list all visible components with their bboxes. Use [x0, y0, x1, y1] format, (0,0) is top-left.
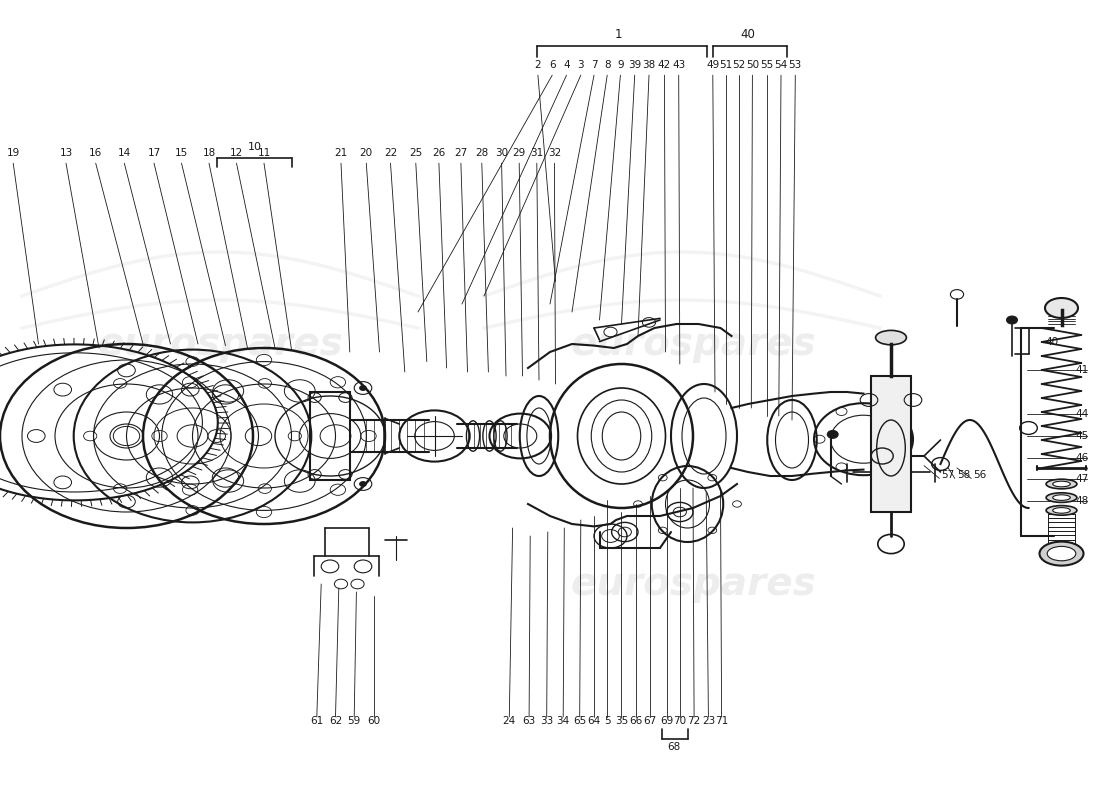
Text: 56: 56 [974, 470, 987, 480]
Ellipse shape [1047, 546, 1076, 561]
Text: 14: 14 [118, 149, 131, 158]
Text: 4: 4 [563, 60, 570, 70]
Text: 66: 66 [629, 717, 642, 726]
Text: 67: 67 [644, 717, 657, 726]
Circle shape [827, 430, 838, 438]
Text: 58: 58 [957, 470, 970, 480]
Text: 68: 68 [668, 742, 681, 752]
Text: 18: 18 [202, 149, 216, 158]
Text: 24: 24 [503, 717, 516, 726]
Bar [310, 392, 350, 480]
Text: 33: 33 [540, 717, 553, 726]
Text: 8: 8 [604, 60, 611, 70]
Text: 13: 13 [59, 149, 73, 158]
Text: 70: 70 [673, 717, 686, 726]
Text: 38: 38 [642, 60, 656, 70]
Ellipse shape [1046, 493, 1077, 502]
Text: 41: 41 [1076, 365, 1089, 374]
Circle shape [1006, 316, 1018, 324]
Text: 26: 26 [432, 149, 446, 158]
Bar [871, 376, 911, 512]
Text: eurospares: eurospares [97, 325, 343, 363]
Text: 62: 62 [329, 717, 342, 726]
Text: 49: 49 [706, 60, 719, 70]
Ellipse shape [1040, 542, 1084, 566]
Text: 6: 6 [549, 60, 556, 70]
Text: 29: 29 [513, 149, 526, 158]
Text: 71: 71 [715, 717, 728, 726]
Text: 72: 72 [688, 717, 701, 726]
Text: 46: 46 [1076, 453, 1089, 462]
Text: eurospares: eurospares [570, 325, 816, 363]
Text: 60: 60 [367, 717, 381, 726]
Text: 36: 36 [898, 398, 911, 408]
Text: 43: 43 [672, 60, 685, 70]
Text: 17: 17 [147, 149, 161, 158]
Text: 52: 52 [733, 60, 746, 70]
Text: 40: 40 [1045, 337, 1058, 346]
Text: 15: 15 [175, 149, 188, 158]
Text: 51: 51 [719, 60, 733, 70]
Text: 19: 19 [7, 149, 20, 158]
Circle shape [360, 482, 366, 486]
Text: 48: 48 [1076, 496, 1089, 506]
Text: 20: 20 [360, 149, 373, 158]
Text: 63: 63 [522, 717, 536, 726]
Text: 65: 65 [573, 717, 586, 726]
Text: 47: 47 [1076, 474, 1089, 484]
Ellipse shape [876, 330, 906, 345]
Ellipse shape [1046, 506, 1077, 515]
Text: 23: 23 [702, 717, 715, 726]
Text: 1: 1 [615, 28, 622, 41]
Text: 31: 31 [530, 149, 543, 158]
Text: 34: 34 [557, 717, 570, 726]
Text: eurospares: eurospares [570, 565, 816, 603]
Text: 9: 9 [617, 60, 624, 70]
Text: 28: 28 [475, 149, 488, 158]
Ellipse shape [1053, 481, 1070, 486]
Circle shape [360, 386, 366, 390]
Text: 64: 64 [587, 717, 601, 726]
Text: 69: 69 [660, 717, 673, 726]
Text: 25: 25 [409, 149, 422, 158]
Text: 5: 5 [604, 717, 611, 726]
Ellipse shape [1053, 494, 1070, 501]
Text: 61: 61 [310, 717, 323, 726]
Text: 21: 21 [334, 149, 348, 158]
Text: 40: 40 [740, 28, 756, 41]
Ellipse shape [1053, 508, 1070, 514]
Text: 50: 50 [746, 60, 759, 70]
Text: 32: 32 [548, 149, 561, 158]
Text: 22: 22 [384, 149, 397, 158]
Text: 11: 11 [257, 149, 271, 158]
Ellipse shape [1045, 298, 1078, 318]
Text: 42: 42 [658, 60, 671, 70]
Text: 59: 59 [348, 717, 361, 726]
Text: 54: 54 [774, 60, 788, 70]
Text: 39: 39 [628, 60, 641, 70]
Text: 44: 44 [1076, 410, 1089, 419]
Text: 2: 2 [535, 60, 541, 70]
Text: 16: 16 [89, 149, 102, 158]
Text: 55: 55 [760, 60, 773, 70]
Text: 12: 12 [230, 149, 243, 158]
Text: 30: 30 [495, 149, 508, 158]
Text: 45: 45 [1076, 431, 1089, 441]
Text: 57: 57 [942, 470, 955, 480]
Text: 27: 27 [454, 149, 467, 158]
Text: 35: 35 [615, 717, 628, 726]
Text: 10: 10 [249, 142, 262, 152]
Text: 37: 37 [898, 421, 911, 430]
Text: 3: 3 [578, 60, 584, 70]
Text: 53: 53 [789, 60, 802, 70]
Ellipse shape [1046, 479, 1077, 489]
Text: 7: 7 [591, 60, 597, 70]
